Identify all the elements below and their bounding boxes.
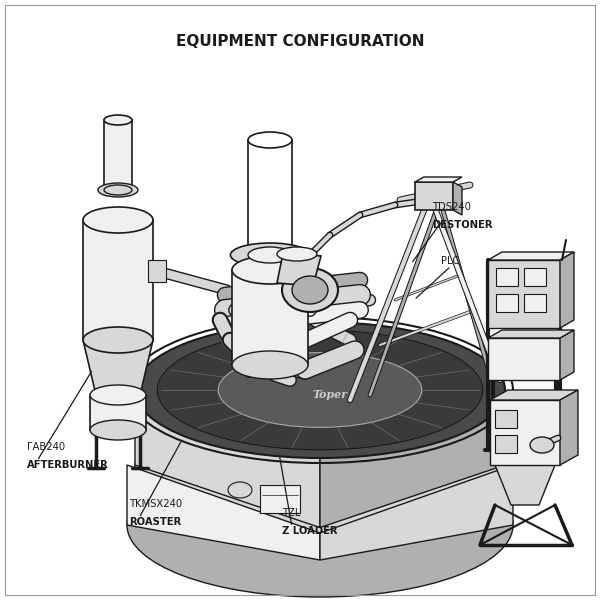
Bar bbox=[496, 268, 518, 286]
Text: PLC: PLC bbox=[441, 256, 460, 266]
Polygon shape bbox=[83, 340, 153, 395]
Polygon shape bbox=[83, 220, 153, 340]
Polygon shape bbox=[248, 140, 292, 255]
Polygon shape bbox=[104, 120, 132, 190]
Ellipse shape bbox=[98, 183, 138, 197]
Polygon shape bbox=[453, 182, 462, 215]
Text: ROASTER: ROASTER bbox=[129, 517, 181, 527]
Ellipse shape bbox=[135, 322, 505, 458]
Bar bbox=[495, 410, 517, 428]
Ellipse shape bbox=[135, 397, 505, 533]
Ellipse shape bbox=[248, 247, 292, 263]
Polygon shape bbox=[560, 252, 574, 328]
Bar bbox=[524, 294, 546, 312]
Ellipse shape bbox=[292, 276, 328, 304]
Text: TZL: TZL bbox=[282, 508, 301, 518]
Text: TDS240: TDS240 bbox=[432, 202, 471, 212]
Polygon shape bbox=[320, 390, 505, 527]
Bar bbox=[260, 485, 300, 513]
Polygon shape bbox=[488, 330, 574, 338]
Polygon shape bbox=[488, 252, 574, 260]
Polygon shape bbox=[232, 270, 308, 365]
Text: Toper: Toper bbox=[313, 389, 347, 401]
Ellipse shape bbox=[127, 453, 513, 597]
Polygon shape bbox=[135, 390, 320, 527]
Bar bbox=[524, 268, 546, 286]
Bar bbox=[148, 260, 166, 282]
Polygon shape bbox=[488, 338, 560, 380]
Ellipse shape bbox=[232, 256, 308, 284]
Text: AFTERBURNER: AFTERBURNER bbox=[27, 460, 109, 470]
Polygon shape bbox=[127, 465, 320, 560]
Ellipse shape bbox=[104, 115, 132, 125]
Ellipse shape bbox=[530, 437, 554, 453]
Ellipse shape bbox=[232, 351, 308, 379]
Polygon shape bbox=[490, 390, 578, 400]
Polygon shape bbox=[415, 177, 462, 182]
Text: ΓAB240: ΓAB240 bbox=[27, 442, 65, 452]
Polygon shape bbox=[490, 400, 560, 465]
Ellipse shape bbox=[218, 353, 422, 427]
Ellipse shape bbox=[83, 207, 153, 233]
Polygon shape bbox=[320, 465, 513, 560]
Ellipse shape bbox=[104, 185, 132, 195]
Bar bbox=[415, 182, 453, 210]
Polygon shape bbox=[560, 390, 578, 465]
Ellipse shape bbox=[248, 132, 292, 148]
Polygon shape bbox=[277, 253, 321, 286]
Text: DESTONER: DESTONER bbox=[432, 220, 493, 230]
Text: TKMSX240: TKMSX240 bbox=[129, 499, 182, 509]
Ellipse shape bbox=[277, 247, 317, 261]
Ellipse shape bbox=[96, 387, 140, 403]
Ellipse shape bbox=[90, 420, 146, 440]
Ellipse shape bbox=[83, 327, 153, 353]
Ellipse shape bbox=[282, 268, 338, 312]
Polygon shape bbox=[495, 465, 555, 505]
Text: Z LOADER: Z LOADER bbox=[282, 526, 337, 536]
Polygon shape bbox=[488, 260, 560, 328]
Polygon shape bbox=[560, 330, 574, 380]
Polygon shape bbox=[90, 395, 146, 430]
Text: EQUIPMENT CONFIGURATION: EQUIPMENT CONFIGURATION bbox=[176, 34, 424, 49]
Ellipse shape bbox=[230, 243, 310, 267]
Bar bbox=[496, 294, 518, 312]
Ellipse shape bbox=[90, 385, 146, 405]
Bar bbox=[495, 435, 517, 453]
Ellipse shape bbox=[228, 482, 252, 498]
Ellipse shape bbox=[157, 330, 483, 450]
